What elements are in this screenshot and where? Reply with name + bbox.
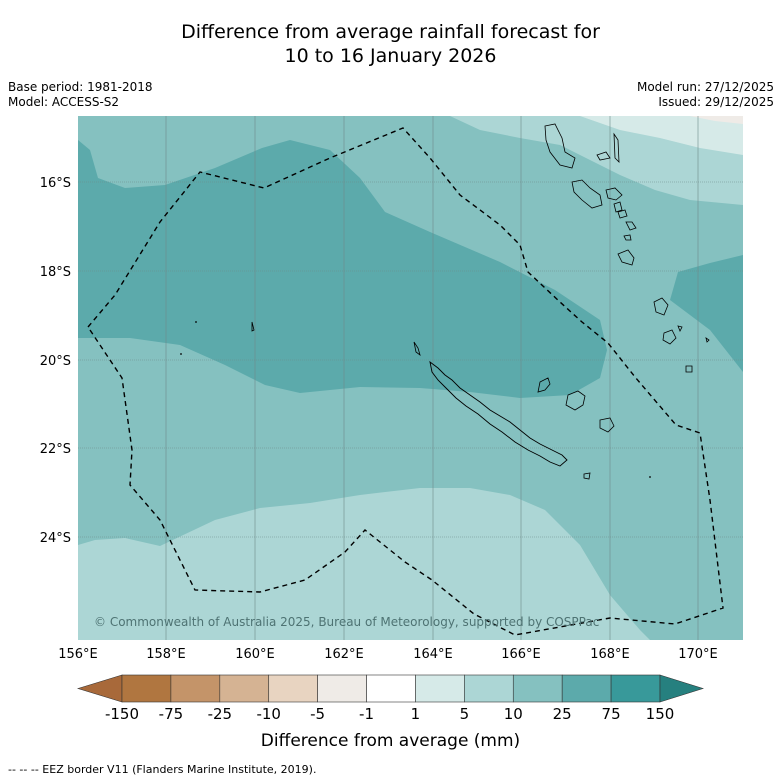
lon-label: 156°E [58,647,98,662]
lat-label: 20°S [40,354,71,369]
lat-label: 16°S [40,176,71,191]
isle-of-pines [583,472,591,480]
lon-label: 168°E [590,647,630,662]
meta-left: Base period: 1981-2018 Model: ACCESS-S2 [8,80,153,110]
lat-axis-labels: 16°S 18°S 20°S 22°S 24°S [40,176,71,546]
colorbar-bin [366,674,416,703]
islet-dot [649,476,651,478]
colorbar-bin [170,674,221,703]
shade-5-10-south [78,488,650,640]
ouvea-island [537,377,551,393]
colorbar-bin [268,674,318,703]
colorbar-tick-label: 5 [460,705,470,723]
lifou-island [565,390,586,411]
colorbar-arrow-low [76,674,123,703]
meta-right: Model run: 27/12/2025 Issued: 29/12/2025 [637,80,774,110]
mare-island [599,417,615,433]
belep-islands [413,341,421,357]
lon-label: 170°E [678,647,718,662]
islet-dot [195,321,197,323]
colorbar-tick-label: 150 [646,705,675,723]
colorbar-tick-label: 1 [411,705,421,723]
colorbar-bin [464,674,514,703]
eez-border [87,127,724,636]
lon-axis-labels: 156°E 158°E 160°E 162°E 164°E 166°E 168°… [58,647,718,662]
colorbar-bin [415,674,465,703]
colorbar-bin [317,674,367,703]
colorbar-label: Difference from average (mm) [260,731,521,751]
lon-label: 158°E [146,647,186,662]
lat-label: 18°S [40,265,71,280]
lon-label: 160°E [235,647,275,662]
islet-dot [180,353,182,355]
chesterfield-islets [251,321,255,332]
lon-label: 162°E [324,647,364,662]
shade-neutral-ne [690,116,743,124]
lon-label: 166°E [501,647,541,662]
colorbar-bin [121,674,172,703]
issued-date: Issued: 29/12/2025 [658,95,774,109]
colorbar-tick-label: 25 [553,705,572,723]
colorbar: -150 -75 -25 -10 -5 -1 1 5 10 25 75 150 [76,674,705,723]
colorbar-tick-label: -150 [105,705,139,723]
model-run: Model run: 27/12/2025 [636,80,774,94]
map-panel: © Commonwealth of Australia 2025, Bureau… [78,116,743,640]
new-caledonia-coastline [429,360,568,467]
model-name: Model: ACCESS-S2 [8,95,120,109]
colorbar-tick-label: -75 [159,705,184,723]
colorbar-tick-label: -5 [310,705,325,723]
shade-25-75-east [670,255,743,372]
colorbar-bin [219,674,270,703]
copyright-notice: © Commonwealth of Australia 2025, Bureau… [94,615,599,629]
eez-footnote: -- -- -- EEZ border V11 (Flanders Marine… [8,763,317,776]
lat-label: 24°S [40,531,71,546]
colorbar-tick-label: -1 [359,705,374,723]
vanuatu-coastline [544,123,710,373]
colorbar-bin [610,674,661,703]
colorbar-tick-label: 75 [602,705,621,723]
map-title-line2: 10 to 16 January 2026 [284,45,497,67]
lat-label: 22°S [40,442,71,457]
colorbar-tick-label: -25 [208,705,233,723]
base-period: Base period: 1981-2018 [8,80,153,94]
colorbar-bin [561,674,612,703]
colorbar-bin [512,674,563,703]
colorbar-tick-label: -10 [256,705,281,723]
lon-label: 164°E [413,647,453,662]
colorbar-arrow-high [659,674,705,703]
map-title-line1: Difference from average rainfall forecas… [181,21,600,43]
shade-1-5-ne [580,116,743,155]
gridlines [78,116,743,640]
shade-25-75-main [78,140,607,398]
colorbar-tick-label: 10 [504,705,523,723]
